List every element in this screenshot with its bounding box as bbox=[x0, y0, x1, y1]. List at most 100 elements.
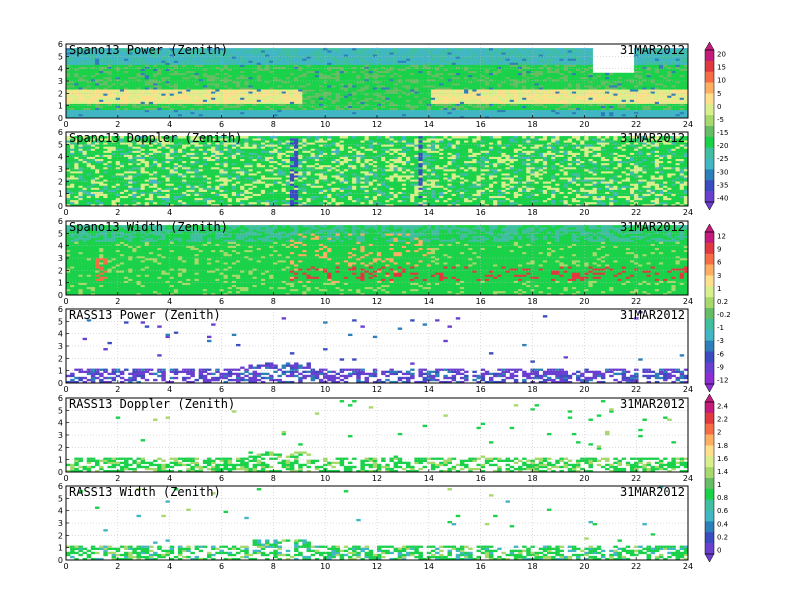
heatmap-cell bbox=[555, 109, 560, 113]
heatmap-cell bbox=[70, 74, 75, 78]
heatmap-cell bbox=[306, 95, 311, 98]
heatmap-cell bbox=[256, 83, 262, 86]
heatmap-cell bbox=[182, 56, 187, 59]
heatmap-cell bbox=[198, 95, 204, 98]
heatmap-cell bbox=[650, 54, 656, 57]
heatmap-cell bbox=[621, 97, 627, 100]
heatmap-cell bbox=[650, 99, 656, 102]
heatmap-cell bbox=[107, 78, 112, 82]
heatmap-cell bbox=[588, 113, 593, 117]
heatmap-cell bbox=[493, 76, 498, 80]
heatmap-cell bbox=[447, 52, 452, 55]
heatmap-cell bbox=[157, 54, 162, 57]
heatmap-cell bbox=[397, 113, 403, 117]
heatmap-cell bbox=[538, 58, 544, 61]
heatmap-cell bbox=[70, 109, 75, 113]
heatmap-cell bbox=[538, 95, 544, 98]
heatmap-cell bbox=[642, 113, 647, 117]
heatmap-cell bbox=[609, 99, 614, 102]
heatmap-cell bbox=[439, 52, 444, 55]
heatmap-cell bbox=[244, 64, 249, 67]
heatmap-cell bbox=[360, 89, 365, 92]
heatmap-cell bbox=[360, 109, 365, 113]
heatmap-cell bbox=[385, 72, 390, 76]
heatmap-cell bbox=[609, 89, 614, 92]
heatmap-cell bbox=[198, 99, 204, 102]
heatmap-cell bbox=[613, 78, 618, 82]
heatmap-cell bbox=[430, 52, 436, 55]
heatmap-cell bbox=[364, 54, 370, 57]
heatmap-cell bbox=[86, 99, 92, 102]
heatmap-cell bbox=[414, 76, 419, 80]
heatmap-cell bbox=[451, 50, 457, 53]
heatmap-cell bbox=[584, 103, 589, 106]
heatmap-cell bbox=[447, 97, 452, 100]
heatmap-cell bbox=[339, 68, 345, 72]
heatmap-cell bbox=[223, 72, 229, 76]
heatmap-cell bbox=[194, 113, 199, 117]
heatmap-cell bbox=[468, 58, 473, 61]
heatmap-cell bbox=[128, 74, 133, 78]
heatmap-cell bbox=[497, 95, 502, 98]
heatmap-cell bbox=[99, 66, 104, 69]
heatmap-cell bbox=[269, 113, 274, 117]
heatmap-cell bbox=[538, 109, 544, 113]
heatmap-cell bbox=[240, 103, 245, 106]
heatmap-cell bbox=[551, 81, 556, 84]
heatmap-cell bbox=[86, 87, 92, 90]
heatmap-cell bbox=[522, 66, 527, 69]
heatmap-cell bbox=[236, 48, 241, 51]
heatmap-cell bbox=[513, 85, 519, 88]
heatmap-cell bbox=[248, 107, 253, 111]
heatmap-cell bbox=[215, 85, 220, 88]
heatmap-cell bbox=[144, 105, 150, 109]
heatmap-cell bbox=[95, 60, 100, 63]
heatmap-cell bbox=[335, 95, 340, 98]
heatmap-cell bbox=[111, 58, 117, 61]
heatmap-cell bbox=[683, 105, 688, 109]
heatmap-cell bbox=[621, 91, 627, 94]
heatmap-cell bbox=[231, 103, 237, 106]
heatmap-cell bbox=[78, 99, 83, 102]
heatmap-cell bbox=[625, 74, 631, 78]
heatmap-cell bbox=[298, 115, 303, 118]
heatmap-cell bbox=[281, 74, 287, 78]
heatmap-cell bbox=[318, 66, 324, 69]
heatmap-cell bbox=[103, 107, 108, 111]
heatmap-cell bbox=[517, 52, 523, 55]
heatmap-cell bbox=[443, 89, 448, 92]
heatmap-cell bbox=[119, 64, 125, 67]
heatmap-cell bbox=[505, 101, 510, 104]
heatmap-cell bbox=[298, 74, 303, 78]
heatmap-cell bbox=[318, 91, 324, 94]
heatmap-cell bbox=[468, 81, 473, 84]
heatmap-cell bbox=[667, 103, 672, 106]
heatmap-cell bbox=[484, 72, 490, 76]
heatmap-cell bbox=[289, 91, 295, 94]
heatmap-cell bbox=[236, 111, 241, 115]
heatmap-cell bbox=[211, 109, 216, 113]
heatmap-cell bbox=[157, 113, 162, 117]
heatmap-cell bbox=[157, 62, 162, 65]
heatmap-cell bbox=[260, 93, 266, 96]
heatmap-cell bbox=[530, 74, 535, 78]
heatmap-cell bbox=[683, 85, 688, 88]
heatmap-cell bbox=[513, 107, 519, 111]
heatmap-cell bbox=[99, 105, 104, 109]
heatmap-cell bbox=[372, 50, 378, 53]
heatmap-cell bbox=[530, 62, 535, 65]
heatmap-cell bbox=[310, 113, 316, 117]
heatmap-cell bbox=[455, 48, 461, 51]
heatmap-cell bbox=[269, 60, 274, 63]
heatmap-cell bbox=[551, 74, 556, 78]
heatmap-cell bbox=[443, 95, 448, 98]
heatmap-cell bbox=[654, 91, 660, 94]
heatmap-cell bbox=[609, 91, 614, 94]
heatmap-cell bbox=[223, 89, 229, 92]
heatmap-cell bbox=[455, 66, 461, 69]
heatmap-cell bbox=[605, 107, 610, 111]
heatmap-cell bbox=[260, 52, 266, 55]
heatmap-cell bbox=[277, 60, 282, 63]
heatmap-cell bbox=[169, 58, 175, 61]
heatmap-cell bbox=[455, 54, 461, 57]
